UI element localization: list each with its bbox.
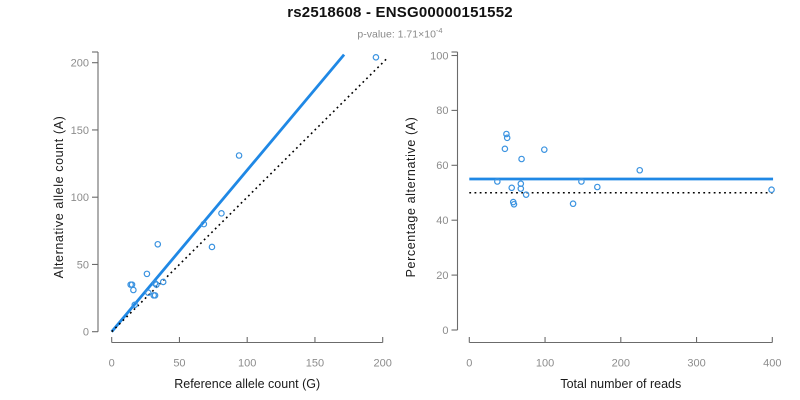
x-tick-label: 150	[306, 358, 324, 370]
y-tick-label: 20	[436, 270, 448, 282]
data-point	[517, 185, 525, 192]
data-point	[131, 301, 139, 309]
data-point	[151, 279, 159, 287]
y-tick-label: 40	[436, 215, 448, 227]
data-point	[503, 134, 511, 142]
y-tick-label: 0	[442, 325, 448, 337]
x-tick-label: 0	[109, 358, 115, 370]
x-axis-title: Total number of reads	[560, 377, 681, 391]
x-tick-label: 300	[687, 358, 705, 370]
x-tick-label: 100	[238, 358, 256, 370]
p-value-text: p-value: 1.71×10	[357, 28, 436, 41]
y-axis-title: Percentage alternative (A)	[404, 117, 418, 278]
fitted-line	[110, 53, 346, 333]
data-point	[508, 184, 516, 192]
y-tick-label: 100	[430, 50, 448, 62]
y-tick-label: 200	[71, 58, 89, 70]
x-tick-label: 200	[374, 358, 392, 370]
data-point	[144, 289, 152, 296]
data-point	[200, 220, 208, 228]
x-axis-title: Reference allele count (G)	[174, 377, 320, 391]
y-tick-label: 100	[71, 192, 89, 204]
data-point	[130, 286, 137, 294]
data-point	[594, 183, 601, 191]
data-point	[503, 130, 510, 138]
data-point	[522, 191, 530, 198]
y-tick-label: 60	[436, 160, 448, 172]
data-point	[235, 152, 243, 159]
y-tick-label: 150	[71, 125, 89, 137]
data-point	[143, 270, 151, 278]
data-point	[159, 278, 167, 286]
p-value-subtitle: p-value: 1.71×10-4	[0, 24, 800, 42]
data-point	[372, 54, 380, 61]
x-tick-label: 50	[173, 358, 185, 370]
y-tick-label: 0	[83, 327, 89, 339]
data-point	[151, 292, 159, 299]
data-point	[208, 243, 216, 251]
y-tick-label: 80	[436, 105, 448, 117]
data-point	[518, 155, 525, 163]
data-point	[494, 178, 501, 185]
data-point	[636, 166, 644, 174]
data-point	[569, 200, 577, 208]
data-point	[154, 240, 162, 248]
x-tick-label: 100	[536, 358, 554, 370]
data-point	[153, 281, 160, 288]
identity-line	[111, 56, 389, 333]
y-axis-title: Alternative allele count (A)	[52, 116, 66, 279]
data-point	[510, 200, 518, 208]
data-point	[501, 145, 509, 153]
figure-title: rs2518608 - ENSG00000151552	[287, 4, 513, 21]
figure-header: rs2518608 - ENSG00000151552 p-value: 1.7…	[0, 4, 800, 42]
x-tick-label: 200	[612, 358, 630, 370]
data-point	[578, 178, 585, 185]
percentage-alternative-panel: 0 20 40 60 80 100 0 100 200 300 400 Total number of…	[404, 50, 781, 391]
data-point	[768, 186, 775, 194]
allele-counts-panel: 0 50 100 150 200 0 50 100 150 200 Reference allele…	[52, 51, 392, 391]
x-tick-label: 0	[466, 358, 472, 370]
x-tick-label: 400	[763, 358, 781, 370]
data-point	[218, 210, 225, 217]
y-tick-label: 50	[77, 259, 89, 271]
p-value-exponent: -4	[435, 26, 443, 35]
data-point	[540, 146, 548, 153]
